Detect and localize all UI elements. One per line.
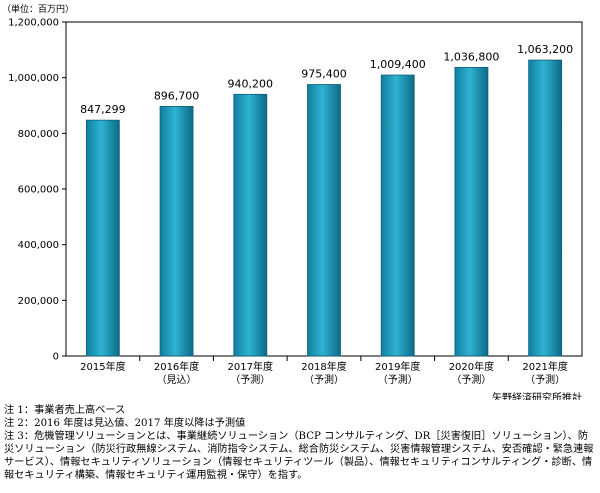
x-tick-label: （見込） bbox=[157, 374, 197, 386]
bar bbox=[380, 74, 415, 357]
bar bbox=[528, 59, 563, 357]
data-label: 1,063,200 bbox=[517, 43, 573, 56]
x-tick-label: （予測） bbox=[451, 373, 491, 386]
note-3: 注 3：危機管理ソリューションとは、事業継続ソリューション（BCP コンサルティ… bbox=[4, 431, 594, 481]
x-tick-label: 2019年度 bbox=[375, 360, 420, 373]
data-label: 847,299 bbox=[80, 103, 126, 116]
x-tick-label: 2016年度 bbox=[154, 360, 199, 373]
x-tick-label: （予測） bbox=[230, 373, 270, 386]
note-2: 注 2：2016 年度は見込値、2017 年度以降は予測値 bbox=[4, 418, 246, 429]
y-tick-label: 800,000 bbox=[18, 129, 59, 140]
y-tick-label: 400,000 bbox=[18, 240, 59, 251]
bar bbox=[454, 67, 489, 357]
unit-label: （単位：百万円） bbox=[2, 3, 74, 15]
bar bbox=[307, 84, 341, 357]
y-tick-label: 1,200,000 bbox=[8, 18, 59, 29]
bar-chart: （単位：百万円） 0 200,000 400,000 600,000 800,000 1,… bbox=[2, 3, 583, 400]
x-tick-label: 2017年度 bbox=[228, 360, 273, 373]
x-tick-label: （予測） bbox=[304, 373, 344, 386]
x-tick-label: 2018年度 bbox=[301, 360, 346, 373]
source-label: 矢野経済研究所推計 bbox=[492, 391, 582, 400]
x-tick-label: 2021年度 bbox=[522, 360, 567, 373]
y-axis: 0 200,000 400,000 600,000 800,000 1,000,000 1,… bbox=[8, 18, 66, 363]
bar bbox=[159, 106, 194, 357]
data-label: 1,036,800 bbox=[443, 50, 499, 63]
data-label: 940,200 bbox=[228, 77, 274, 90]
x-tick-label: 2015年度 bbox=[80, 360, 125, 373]
x-tick-label: （予測） bbox=[378, 373, 418, 386]
x-tick-label: 2020年度 bbox=[449, 360, 494, 373]
x-axis: 2015年度 2016年度（見込）2017年度（予測）2018年度（予測）2019… bbox=[80, 356, 568, 386]
note-1: 注 1：事業者売上高ベース bbox=[4, 405, 126, 416]
y-tick-label: 0 bbox=[53, 352, 59, 363]
data-label: 975,400 bbox=[301, 68, 347, 81]
bar bbox=[233, 93, 268, 357]
data-label: 1,009,400 bbox=[370, 58, 426, 71]
data-label: 896,700 bbox=[154, 89, 200, 102]
y-tick-label: 200,000 bbox=[18, 296, 59, 307]
y-tick-label: 1,000,000 bbox=[8, 73, 59, 84]
x-tick-label: （予測） bbox=[525, 373, 565, 386]
y-tick-label: 600,000 bbox=[18, 185, 59, 196]
notes: 注 1：事業者売上高ベース 注 2：2016 年度は見込値、2017 年度以降は… bbox=[4, 404, 596, 482]
bars: 847,299 896,700 940,200 975,400 1,009,400 1,0… bbox=[80, 43, 573, 357]
bar bbox=[85, 119, 120, 357]
